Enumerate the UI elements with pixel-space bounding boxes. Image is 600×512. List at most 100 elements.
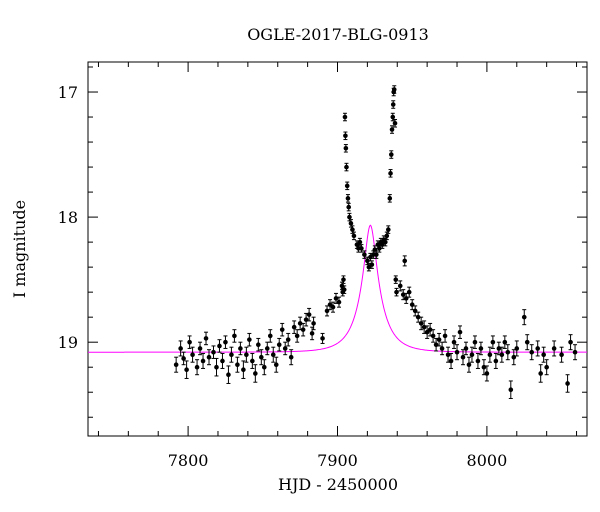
data-point: [383, 239, 388, 245]
data-point: [390, 102, 396, 107]
data-point: [493, 358, 499, 364]
data-point: [197, 346, 203, 351]
data-point: [291, 324, 297, 330]
data-point: [285, 337, 291, 342]
data-point: [538, 371, 543, 376]
data-point: [187, 339, 192, 345]
data-point: [346, 204, 352, 210]
data-point: [190, 352, 195, 357]
data-point: [551, 346, 557, 351]
data-point: [357, 239, 363, 245]
data-point: [544, 364, 549, 370]
data-point: [427, 327, 433, 332]
data-point: [229, 352, 234, 357]
data-point: [478, 346, 484, 351]
data-point: [247, 337, 252, 342]
data-point: [309, 331, 315, 336]
data-point: [568, 339, 573, 345]
data-point: [390, 114, 396, 120]
data-point: [345, 196, 351, 201]
data-point: [342, 114, 348, 120]
data-point: [451, 339, 457, 345]
data-point: [226, 372, 231, 378]
data-point: [178, 346, 183, 351]
data-point: [273, 362, 279, 368]
data-point: [244, 352, 249, 357]
data-point: [341, 287, 347, 292]
model-curve-line: [88, 224, 587, 353]
data-point: [270, 352, 276, 357]
data-point: [541, 352, 546, 357]
data-point: [499, 352, 505, 357]
data-point: [391, 87, 397, 92]
data-point: [343, 146, 349, 151]
data-point: [211, 349, 216, 355]
data-point: [341, 277, 346, 282]
data-point: [442, 333, 448, 339]
y-axis-title: I magnitude: [10, 200, 29, 298]
data-point: [490, 339, 496, 345]
data-point: [472, 339, 478, 345]
data-point: [448, 358, 454, 364]
data-point: [572, 349, 578, 355]
data-point: [466, 362, 472, 368]
data-point: [430, 333, 436, 339]
x-axis-title: HJD - 2450000: [278, 475, 398, 494]
data-point: [524, 339, 530, 345]
data-point: [344, 183, 350, 189]
data-point: [508, 387, 514, 393]
data-point: [392, 120, 398, 126]
data-point: [306, 312, 312, 317]
data-point: [200, 358, 206, 364]
model-layer: [88, 224, 587, 353]
x-tick-label: 7900: [317, 451, 358, 470]
data-point: [348, 221, 354, 226]
data-point: [343, 133, 348, 139]
data-point: [214, 364, 219, 370]
data-point: [484, 371, 490, 376]
data-point: [362, 252, 367, 257]
data-point: [220, 358, 225, 364]
data-point: [241, 367, 246, 373]
chart-title: OGLE-2017-BLG-0913: [247, 25, 429, 44]
x-tick-label: 7800: [168, 451, 209, 470]
data-point: [203, 336, 209, 341]
data-point: [238, 346, 243, 351]
data-point: [402, 258, 408, 264]
data-point: [194, 364, 200, 370]
data-point: [521, 314, 527, 320]
data-point: [232, 333, 237, 339]
data-point: [374, 252, 379, 257]
data-point: [436, 337, 442, 342]
data-point: [502, 339, 508, 345]
data-point: [253, 371, 258, 376]
data-point: [384, 233, 390, 239]
data-point: [351, 233, 357, 239]
data-point: [336, 299, 342, 305]
data-point: [394, 289, 399, 295]
y-tick-label: 19: [58, 333, 78, 352]
data-point: [454, 349, 460, 355]
data-point: [389, 127, 395, 132]
data-point: [514, 346, 520, 351]
data-point: [300, 327, 306, 332]
data-point: [330, 304, 336, 310]
data-point: [369, 262, 375, 267]
data-point: [294, 333, 300, 339]
data-layer: [173, 85, 578, 399]
data-point: [397, 283, 403, 289]
data-point: [415, 314, 421, 320]
data-point: [350, 227, 355, 232]
x-tick-label: 8000: [467, 451, 508, 470]
data-point: [535, 346, 540, 351]
data-point: [184, 367, 189, 373]
y-tick-label: 18: [58, 208, 78, 227]
data-point: [418, 321, 424, 326]
data-point: [223, 339, 228, 345]
data-point: [559, 352, 564, 357]
data-point: [276, 342, 282, 347]
data-point: [457, 329, 463, 335]
data-point: [387, 196, 393, 201]
data-point: [339, 283, 345, 289]
